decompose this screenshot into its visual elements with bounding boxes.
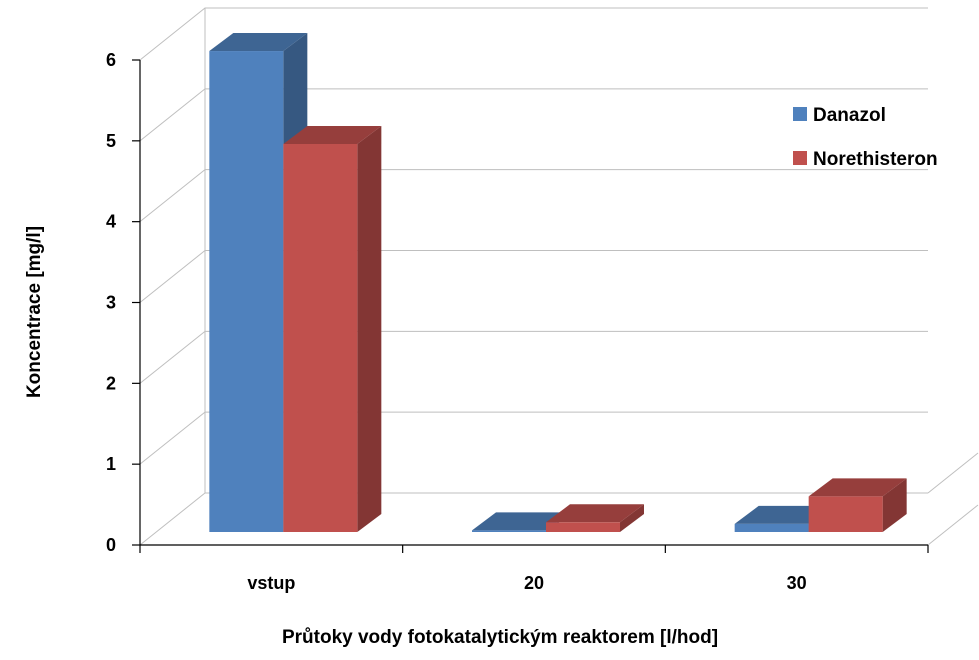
y-tick-label: 2	[106, 373, 116, 393]
legend-label-danazol: Danazol	[813, 105, 886, 126]
legend-label-norethisteron: Norethisteron	[813, 149, 938, 170]
floor-right-edge	[927, 452, 979, 494]
bar-front	[734, 523, 809, 532]
gridline	[139, 7, 928, 61]
y-tick-label: 3	[106, 293, 116, 313]
y-tick-label: 0	[106, 535, 116, 555]
y-tick-label: 5	[106, 131, 116, 151]
bar-norethisteron-30	[808, 478, 907, 532]
gridline	[139, 250, 928, 303]
bar-front	[472, 530, 546, 532]
legend: Danazol Norethisteron	[793, 105, 938, 170]
bar-front	[808, 496, 883, 532]
bar-top	[283, 126, 382, 144]
bar-front	[546, 522, 620, 532]
tick-labels: 0 1 2 3 4 5 6 vstup 20 30	[106, 50, 807, 593]
x-tick-label: 30	[787, 573, 807, 593]
bar-top	[546, 504, 644, 523]
bar-side	[620, 504, 644, 532]
y-axis-title: Koncentrace [mg/l]	[24, 226, 45, 398]
y-tick-label: 1	[106, 454, 116, 474]
gridline	[139, 411, 928, 465]
legend-swatch-danazol	[793, 107, 807, 121]
y-tick-label: 4	[106, 212, 116, 232]
bar-norethisteron-vstup	[283, 126, 382, 532]
bar-side	[882, 478, 907, 532]
x-tick-label: 20	[524, 573, 544, 593]
y-tick-label: 6	[106, 50, 116, 70]
x-tick-label: vstup	[247, 573, 295, 593]
bar-top	[472, 512, 570, 531]
gridline	[139, 88, 928, 142]
bar-front	[209, 51, 284, 533]
bar-front	[283, 144, 358, 532]
bars	[209, 33, 907, 533]
gridline	[139, 169, 928, 223]
legend-swatch-norethisteron	[793, 151, 807, 165]
floor-front-right-edge	[927, 504, 979, 546]
gridline	[139, 330, 928, 384]
gridlines	[139, 7, 928, 465]
x-axis-title: Průtoky vody fotokatalytickým reaktorem …	[282, 627, 718, 648]
bar-top	[209, 33, 308, 52]
bar-norethisteron-20	[546, 504, 644, 532]
bar-top	[734, 505, 833, 524]
axes	[132, 59, 929, 553]
bar-top	[808, 478, 907, 497]
bar-side	[357, 126, 382, 532]
